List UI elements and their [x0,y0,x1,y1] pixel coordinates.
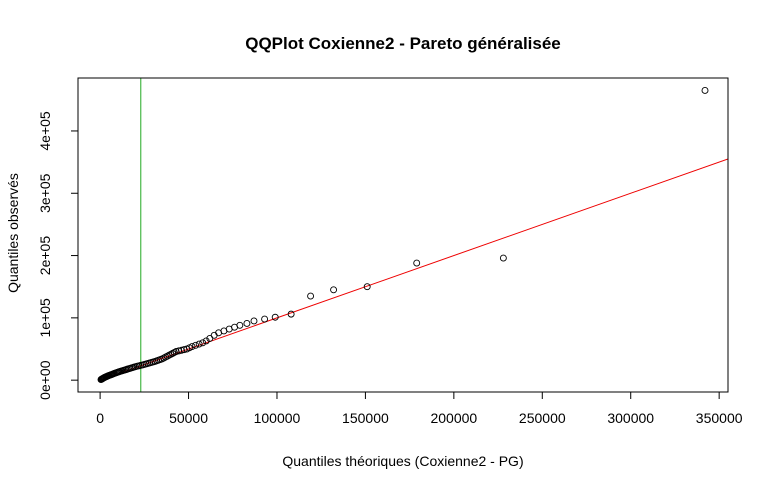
y-tick-label: 1e+05 [37,298,53,338]
data-point [701,87,709,94]
y-axis-label: Quantiles observés [5,173,21,293]
x-axis-label: Quantiles théoriques (Coxienne2 - PG) [282,453,523,469]
data-point [192,341,200,349]
data-point [307,292,315,300]
data-point [287,310,295,318]
x-tick-label: 250000 [519,410,566,426]
data-point [363,283,371,291]
y-axis: 0e+00 1e+05 2e+05 3e+05 4e+05 [37,111,79,400]
x-axis: 0 50000 100000 150000 200000 250000 300000 3500… [96,391,743,426]
chart-title: QQPlot Coxienne2 - Pareto généralisée [245,34,561,53]
x-tick-label: 0 [96,410,104,426]
data-points [97,87,709,383]
x-tick-label: 100000 [254,410,301,426]
data-point [236,321,244,329]
reference-line [99,158,728,381]
x-tick-label: 300000 [607,410,654,426]
data-point [188,343,196,350]
data-point [499,254,507,262]
y-tick-label: 0e+00 [37,360,53,400]
data-point [271,313,279,321]
data-point [172,348,180,355]
y-tick-label: 2e+05 [37,236,53,276]
x-tick-label: 50000 [169,410,208,426]
data-point [330,286,338,294]
data-point [250,317,258,325]
x-tick-label: 200000 [430,410,477,426]
x-tick-label: 150000 [342,410,389,426]
data-point [175,347,183,355]
x-tick-label: 350000 [696,410,743,426]
data-point [243,320,251,327]
y-tick-label: 3e+05 [37,173,53,213]
plot-frame [77,77,729,393]
data-point [195,340,203,348]
y-tick-label: 4e+05 [37,111,53,151]
data-point [261,315,269,323]
data-point [178,346,185,354]
data-point [199,339,207,347]
data-point [202,337,210,345]
data-point [413,259,421,267]
